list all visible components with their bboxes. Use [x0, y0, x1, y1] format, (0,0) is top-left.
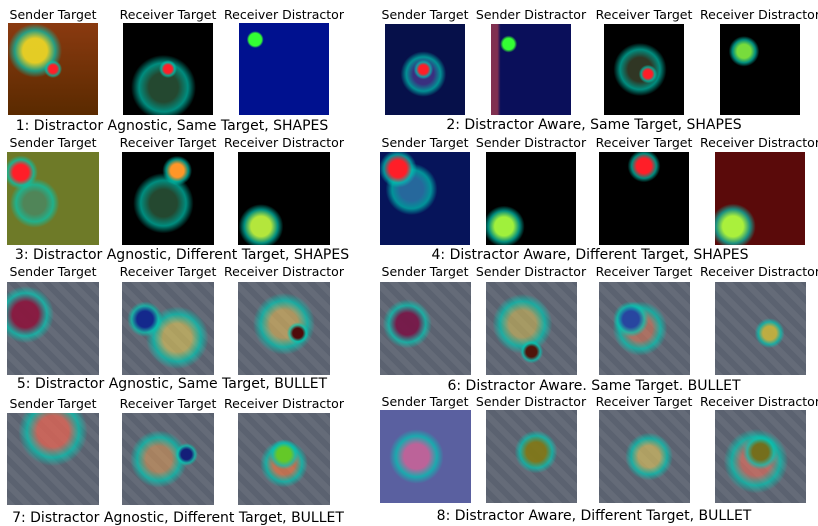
- heatmap-image: [486, 152, 576, 245]
- heatmap-image: [715, 152, 805, 245]
- figure: {"figures": [ {"caption": "1: Distractor…: [0, 0, 818, 524]
- panel-label: Sender Distractor: [476, 265, 586, 279]
- heatmap-image: [122, 152, 214, 245]
- heatmap-image: [604, 24, 684, 115]
- caption: 6: Distractor Aware. Same Target. BULLET: [447, 378, 740, 394]
- heatmap-image: [599, 282, 690, 375]
- caption: 2: Distractor Aware, Same Target, SHAPES: [446, 117, 741, 133]
- heatmap-image: [239, 23, 329, 115]
- panel-label: Sender Target: [10, 265, 97, 279]
- panel-label: Receiver Distractor: [224, 8, 344, 22]
- heatmap-image: [123, 23, 213, 115]
- panel-label: Receiver Target: [120, 265, 217, 279]
- panel-label: Sender Target: [382, 395, 469, 409]
- caption: 8: Distractor Aware, Different Target, B…: [437, 508, 752, 524]
- heatmap-image: [122, 282, 214, 375]
- caption: 3: Distractor Agnostic, Different Target…: [15, 247, 349, 263]
- panel-label: Receiver Target: [596, 265, 693, 279]
- heatmap-image: [238, 413, 330, 505]
- panel-label: Sender Distractor: [476, 395, 586, 409]
- heatmap-image: [380, 282, 471, 375]
- heatmap-image: [122, 413, 214, 505]
- panel-label: Receiver Distractor: [700, 395, 818, 409]
- heatmap-image: [491, 24, 571, 115]
- heatmap-image: [380, 152, 470, 245]
- panel-label: Receiver Distractor: [224, 136, 344, 150]
- panel-label: Receiver Distractor: [700, 136, 818, 150]
- heatmap-image: [7, 413, 99, 505]
- heatmap-image: [7, 282, 99, 375]
- heatmap-image: [720, 24, 800, 115]
- heatmap-image: [486, 410, 577, 503]
- panel-label: Receiver Target: [120, 136, 217, 150]
- heatmap-image: [238, 282, 330, 375]
- heatmap-image: [486, 282, 577, 375]
- panel-label: Sender Target: [10, 8, 97, 22]
- caption: 5: Distractor Agnostic, Same Target, BUL…: [17, 376, 327, 392]
- panel-label: Receiver Target: [596, 8, 693, 22]
- panel-label: Sender Target: [382, 136, 469, 150]
- heatmap-image: [8, 23, 98, 115]
- heatmap-image: [599, 152, 689, 245]
- panel-label: Receiver Distractor: [700, 8, 818, 22]
- caption: 1: Distractor Agnostic, Same Target, SHA…: [16, 118, 329, 134]
- heatmap-image: [7, 152, 99, 245]
- panel-label: Sender Target: [10, 136, 97, 150]
- panel-label: Receiver Distractor: [224, 397, 344, 411]
- heatmap-image: [385, 24, 465, 115]
- panel-label: Receiver Target: [596, 136, 693, 150]
- heatmap-image: [599, 410, 690, 503]
- panel-label: Sender Distractor: [476, 136, 586, 150]
- heatmap-image: [715, 282, 806, 375]
- panel-label: Receiver Target: [596, 395, 693, 409]
- heatmap-image: [238, 152, 330, 245]
- caption: 4: Distractor Aware, Different Target, S…: [431, 247, 748, 263]
- panel-label: Sender Target: [10, 397, 97, 411]
- heatmap-image: [380, 410, 471, 503]
- heatmap-image: [715, 410, 806, 503]
- panel-label: Receiver Target: [120, 397, 217, 411]
- panel-label: Receiver Distractor: [700, 265, 818, 279]
- panel-label: Receiver Target: [120, 8, 217, 22]
- panel-label: Receiver Distractor: [224, 265, 344, 279]
- panel-label: Sender Distractor: [476, 8, 586, 22]
- panel-label: Sender Target: [382, 8, 469, 22]
- panel-label: Sender Target: [382, 265, 469, 279]
